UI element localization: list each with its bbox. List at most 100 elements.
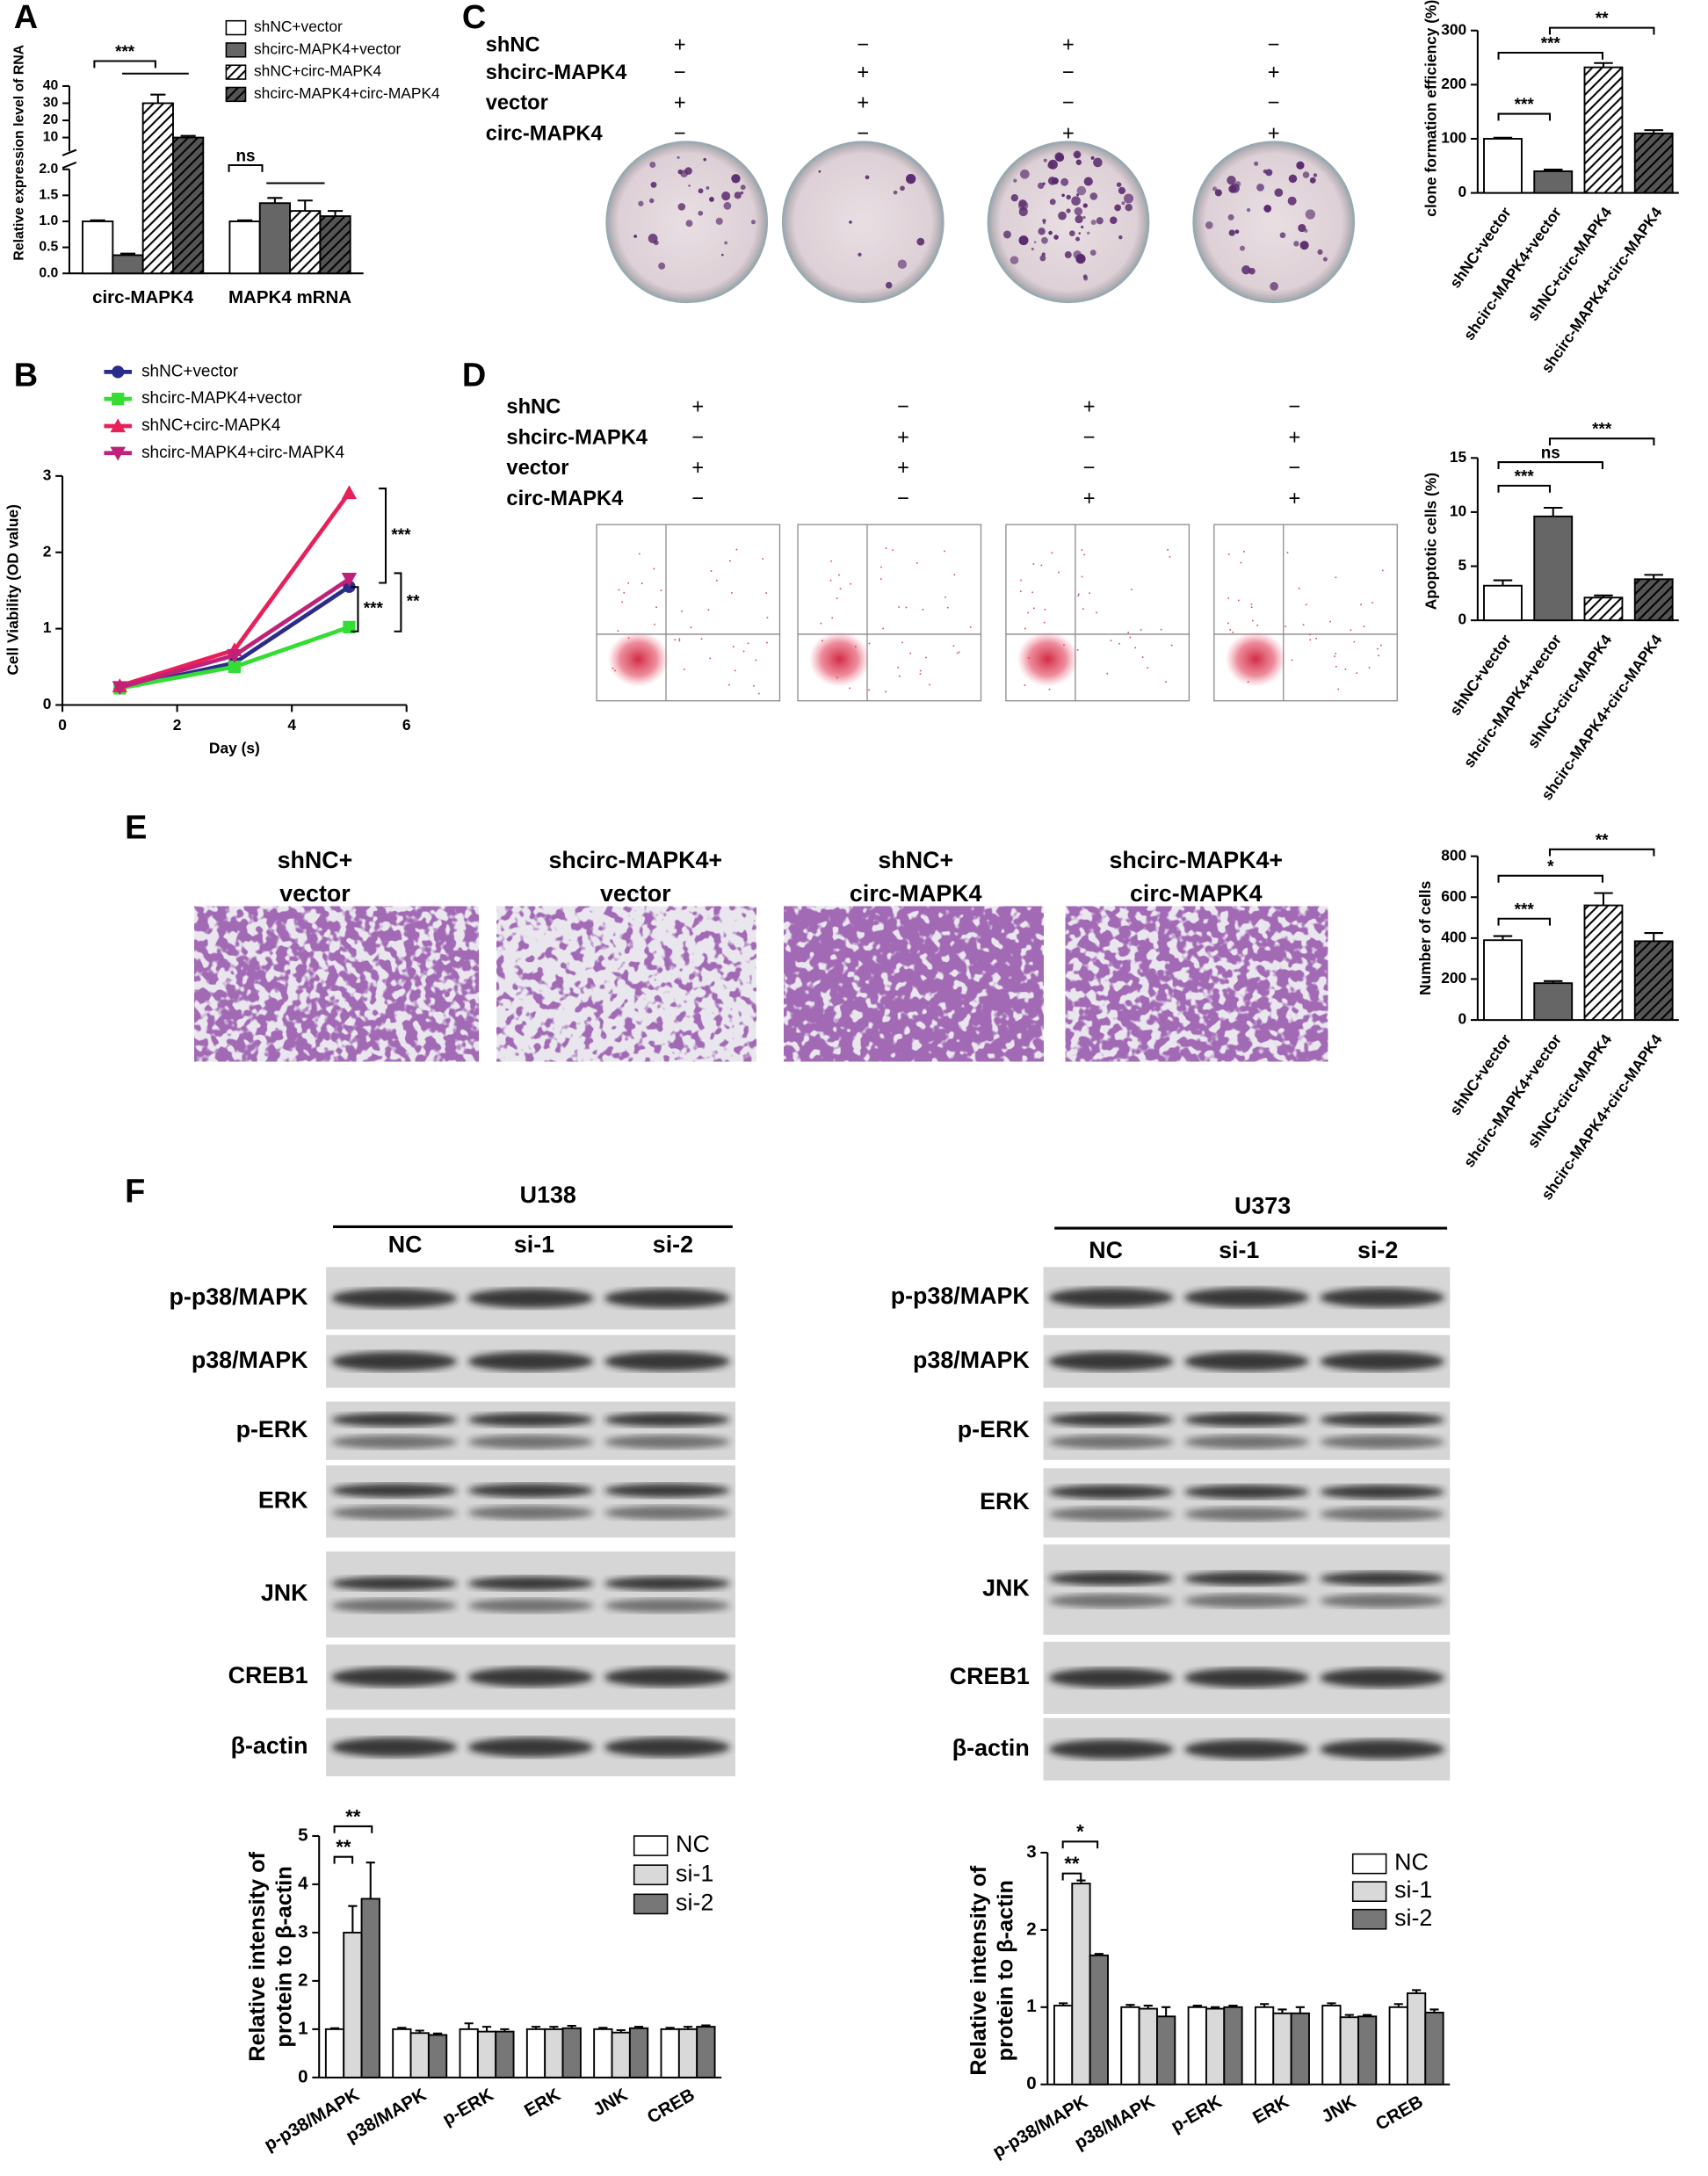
colony <box>849 220 852 224</box>
y-tick-label: 0.5 <box>39 240 58 255</box>
protein-band <box>1320 1739 1445 1760</box>
bar <box>289 210 322 275</box>
y-tick-label: 0 <box>1458 1010 1467 1028</box>
protein-band <box>1048 1287 1174 1308</box>
bar <box>319 215 351 275</box>
protein-band <box>1048 1667 1174 1688</box>
y-tick-label: 0.0 <box>39 265 58 280</box>
colony <box>1010 193 1019 202</box>
colony <box>1287 196 1297 206</box>
y-axis-label: protein to β-actin <box>994 1880 1018 2061</box>
panel-label: B <box>14 358 38 394</box>
event <box>1240 561 1242 564</box>
error-bar <box>1594 892 1613 906</box>
event <box>707 609 710 611</box>
error-bar <box>683 2026 693 2029</box>
colony <box>633 235 637 238</box>
bar <box>1424 2012 1444 2086</box>
event <box>1335 665 1337 668</box>
bar <box>82 220 114 275</box>
x-tick-label: p-p38/MAPK <box>261 2085 363 2155</box>
event <box>1077 593 1080 596</box>
bar <box>1089 1954 1109 2086</box>
protein-label: p38/MAPK <box>192 1347 308 1373</box>
event <box>1129 636 1132 639</box>
event <box>1329 620 1332 623</box>
x-tick-label: ERK <box>521 2085 564 2122</box>
y-tick-label: 3 <box>43 466 52 483</box>
event <box>1356 672 1358 675</box>
row-label: vector <box>506 457 568 480</box>
event <box>1032 562 1035 565</box>
error-bar <box>1277 2008 1287 2013</box>
event <box>1350 629 1352 632</box>
significance-label: ** <box>336 1836 351 1858</box>
bar <box>1633 578 1674 622</box>
colony <box>650 181 657 188</box>
legend-label: shNC+circ-MAPK4 <box>141 416 280 435</box>
colony <box>1054 152 1064 162</box>
colony <box>900 185 905 192</box>
marker <box>228 660 241 674</box>
colony <box>1317 249 1323 255</box>
axis-break <box>62 148 77 170</box>
event <box>1127 632 1130 633</box>
bar <box>544 2028 564 2078</box>
protein-band <box>1183 1572 1309 1586</box>
event <box>836 597 838 599</box>
colony <box>1279 232 1286 239</box>
colony <box>858 252 862 257</box>
event <box>880 566 882 568</box>
legend-label: si-2 <box>676 1889 713 1915</box>
legend-label: si-2 <box>1394 1905 1432 1931</box>
error-bar <box>1393 2003 1403 2007</box>
significance-bracket <box>1497 112 1551 121</box>
colony <box>649 161 656 169</box>
event <box>728 683 730 686</box>
protein-band <box>1048 1413 1174 1427</box>
legend-label: si-1 <box>676 1860 713 1886</box>
colony <box>1304 228 1308 233</box>
protein-band <box>1183 1507 1309 1522</box>
event <box>623 591 626 594</box>
event <box>1285 625 1287 627</box>
event <box>1058 571 1060 574</box>
event <box>1044 608 1046 611</box>
error-bar <box>267 197 283 204</box>
colony <box>1076 193 1080 197</box>
colony <box>1288 174 1298 184</box>
protein-band <box>331 1737 458 1757</box>
legend-label: shcirc-MAPK4+vector <box>141 389 302 408</box>
event <box>1140 629 1142 631</box>
error-bar <box>1493 579 1513 586</box>
bar <box>525 2028 546 2078</box>
y-tick-label: 1 <box>1026 1996 1036 2016</box>
y-tick-label: 10 <box>43 130 59 145</box>
y-tick-label: 3 <box>298 1921 308 1941</box>
significance-label: ** <box>407 593 420 611</box>
colony <box>734 192 742 199</box>
error-bar <box>1192 2005 1202 2007</box>
protein-label: JNK <box>261 1580 308 1606</box>
event <box>1291 659 1293 661</box>
event <box>1031 591 1034 594</box>
colony <box>677 155 680 159</box>
protein-band <box>1320 1413 1445 1427</box>
protein-band <box>604 1435 730 1449</box>
blot-membrane <box>326 1551 735 1638</box>
colony <box>740 191 744 195</box>
protein-band <box>331 1598 458 1613</box>
colony <box>1234 229 1240 235</box>
protein-label: p38/MAPK <box>913 1347 1030 1373</box>
event <box>952 645 955 647</box>
legend-swatch <box>633 1893 669 1915</box>
protein-label: JNK <box>982 1575 1030 1601</box>
colony <box>1313 173 1318 177</box>
cell-population <box>607 631 669 687</box>
treatment-mark: − <box>674 61 686 84</box>
colony <box>698 188 704 194</box>
colony <box>1071 196 1081 206</box>
error-bar <box>180 134 196 138</box>
event <box>837 574 840 576</box>
event <box>1334 655 1336 658</box>
